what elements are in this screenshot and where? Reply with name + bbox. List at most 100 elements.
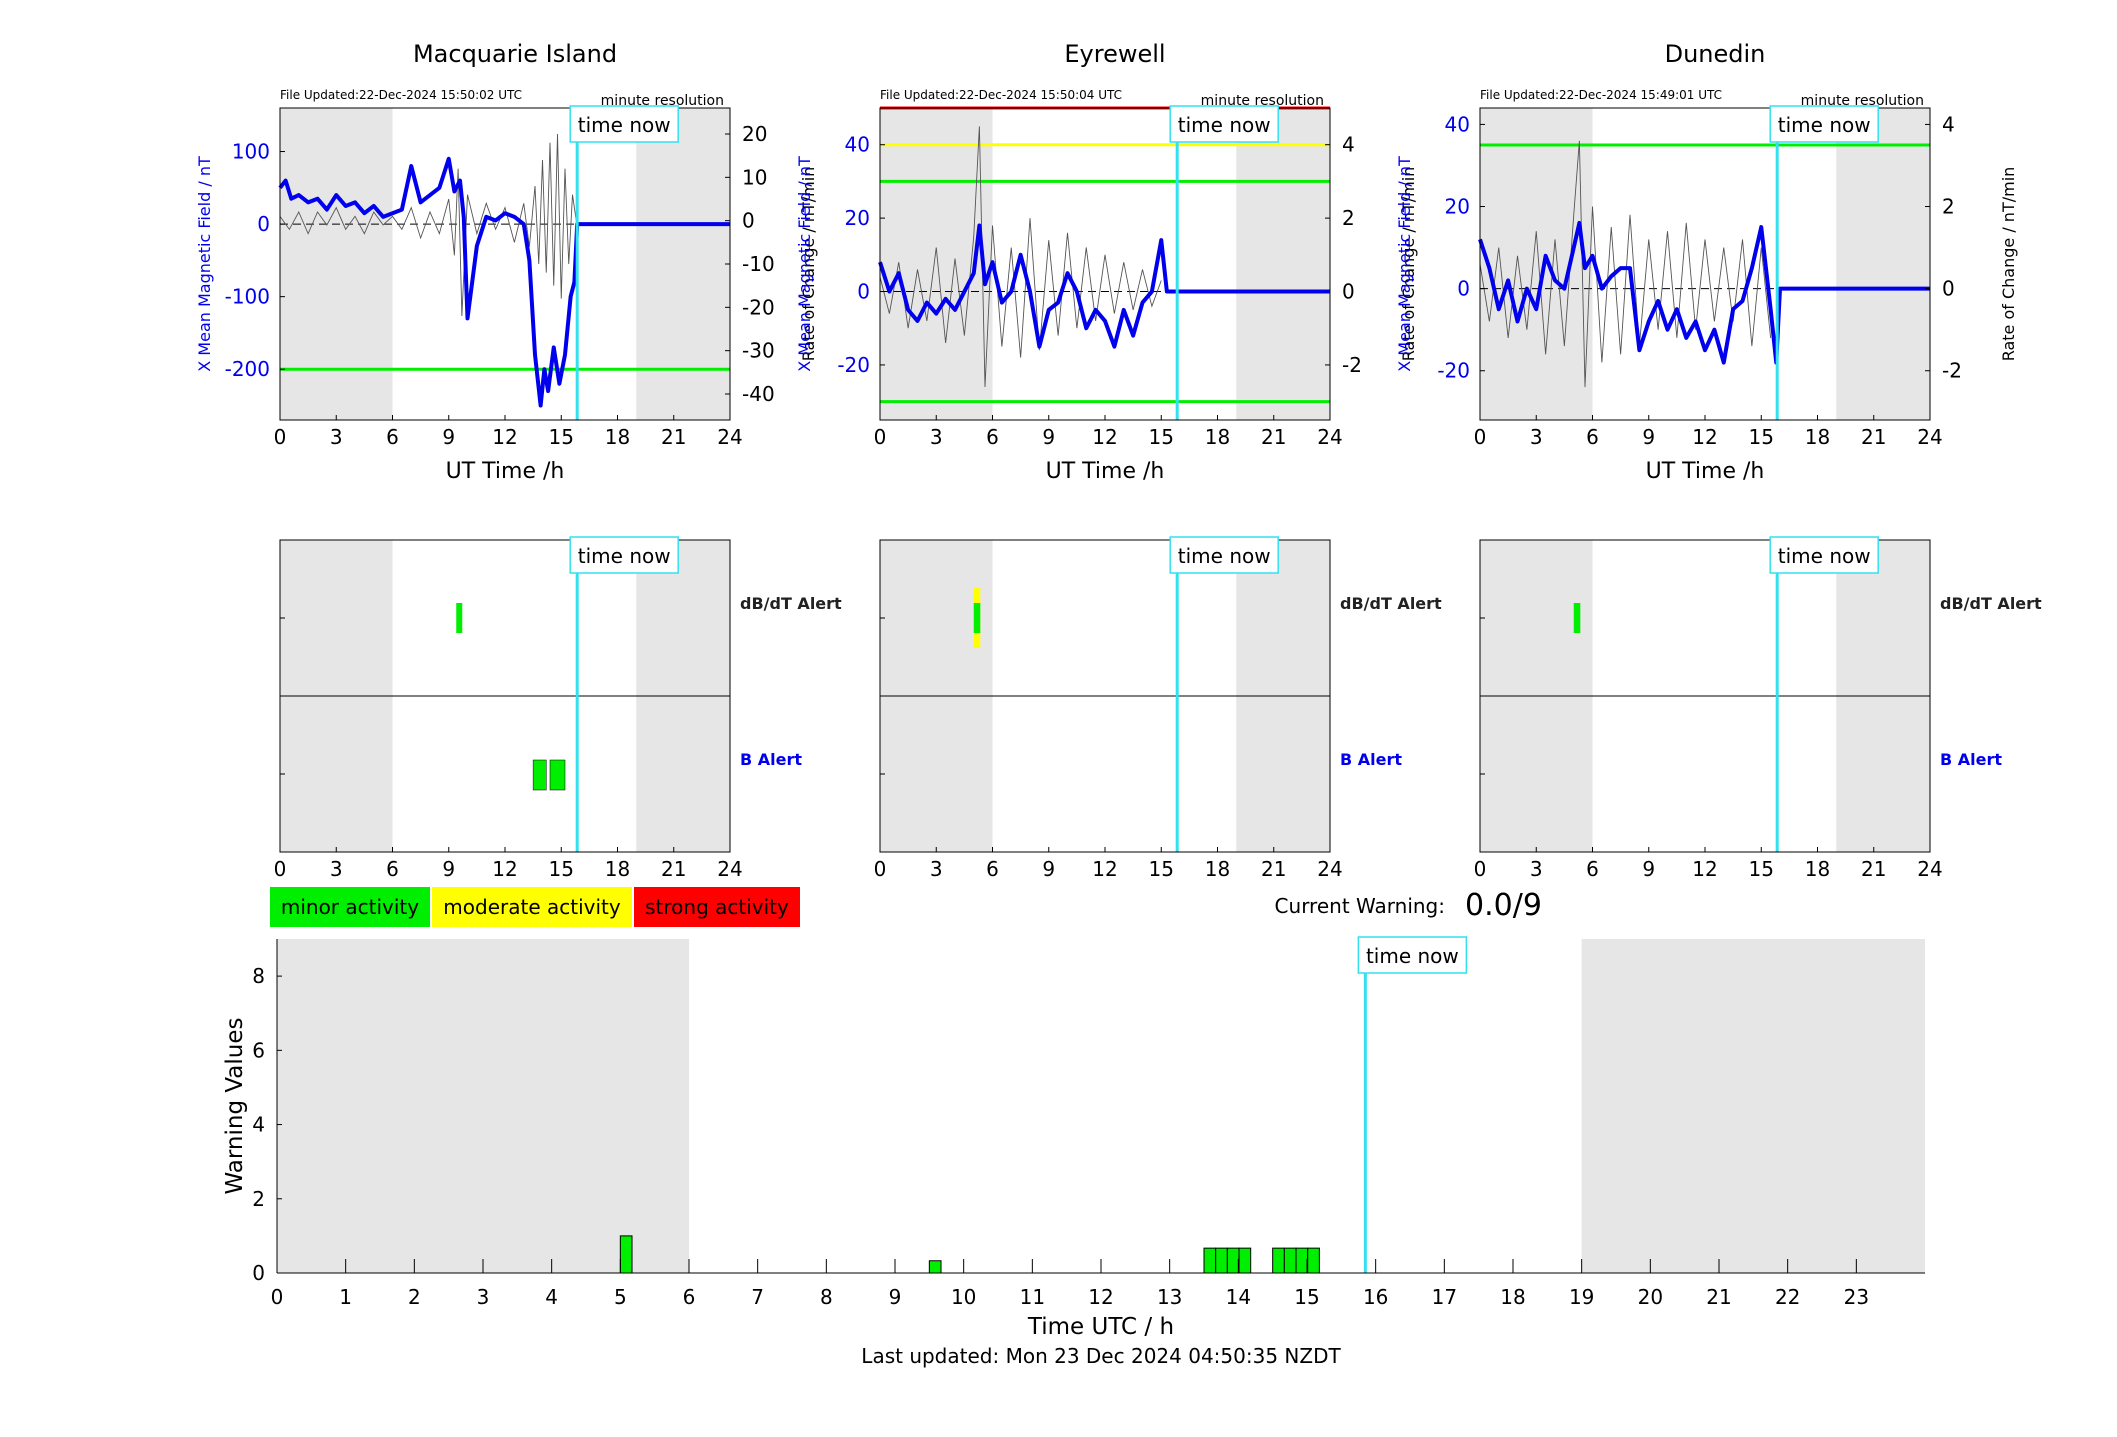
x-tick-label: 24 [1917,857,1942,881]
x-tick-label: 8 [820,1285,833,1309]
x-tick-label: 12 [1692,857,1717,881]
time-now-box [1169,536,1279,574]
legend-moderate-swatch [432,887,632,927]
y-tick-label: 2 [252,1187,265,1211]
current-warning-value: 0.0/9 [1465,888,1542,923]
x-tick-label: 15 [549,857,574,881]
station-plot-1: 0 3 6 9 12 15 18 21 24-2002040-2024EyrewellFile … [795,40,1418,484]
x-tick-label: 3 [1530,857,1543,881]
night-shading [636,108,730,420]
x-axis-label: Time UTC / h [1027,1314,1174,1340]
x-tick-label: 4 [545,1285,558,1309]
night-shading [1581,939,1925,1273]
x-tick-label: 22 [1775,1285,1800,1309]
time-now-label: time now [1366,944,1459,968]
x-tick-label: 0 [274,857,287,881]
magnetic-field-series [278,156,730,408]
alert-panel-0: 0 3 6 9 12 15 18 21 24 dB/dT Alert B Alert time now [274,536,842,881]
station-title: Dunedin [1665,40,1766,68]
x-axis-label: UT Time /h [1046,459,1165,484]
right-y-axis-label: Rate of Change / nT/min [1999,167,2018,362]
y-tick-label: -200 [225,357,270,381]
resolution-text: minute resolution [1801,93,1924,109]
x-tick-label: 21 [661,425,686,449]
time-now-label: time now [1778,544,1871,568]
station-title: Macquarie Island [413,40,617,68]
x-tick-label: 3 [477,1285,490,1309]
x-tick-label: 5 [614,1285,627,1309]
y2-tick-label: 2 [1342,206,1355,230]
x-tick-label: 15 [1749,425,1774,449]
x-tick-label: 0 [271,1285,284,1309]
alert-event-minor [456,603,463,633]
x-tick-label: 0 [1474,425,1487,449]
legend-minor-label: minor activity [281,895,419,919]
x-tick-label: 18 [1805,857,1830,881]
b-alert-label: B Alert [740,750,802,769]
file-updated-text: File Updated:22-Dec-2024 15:49:01 UTC [1480,88,1722,102]
x-tick-label: 0 [874,857,887,881]
x-tick-label: 18 [605,425,630,449]
night-shading [1480,108,1593,420]
y2-tick-label: 4 [1342,133,1355,157]
magnetic-field-series [878,223,1330,349]
x-tick-label: 7 [751,1285,764,1309]
y-tick-label: 8 [252,964,265,988]
time-now-label: time now [1778,113,1871,137]
y2-tick-label: -40 [742,382,775,406]
y2-tick-label: 0 [1342,280,1355,304]
x-tick-label: 2 [408,1285,421,1309]
x-tick-label: 0 [874,425,887,449]
x-tick-label: 3 [930,425,943,449]
x-tick-label: 18 [1805,425,1830,449]
alert-panel-1: 0 3 6 9 12 15 18 21 24 dB/dT Alert B Alert time now [874,536,1442,881]
y2-tick-label: 0 [742,209,755,233]
warning-bar [928,1260,942,1274]
time-now-box [1769,105,1879,143]
x-tick-label: 21 [1706,1285,1731,1309]
left-y-axis-label: X Mean Magnetic Field / nT [1395,156,1414,372]
warning-bar [619,1235,633,1274]
x-tick-label: 14 [1226,1285,1251,1309]
x-tick-label: 15 [1149,425,1174,449]
time-now-box [569,105,679,143]
y2-tick-label: -30 [742,339,775,363]
y-tick-label: 20 [1445,195,1470,219]
right-y-axis-label: Rate of Change / nT/min [799,167,818,362]
file-updated-text: File Updated:22-Dec-2024 15:50:02 UTC [280,88,522,102]
x-tick-label: 21 [1861,857,1886,881]
x-tick-label: 6 [986,857,999,881]
y-tick-label: 40 [845,133,870,157]
night-shading [280,108,393,420]
x-tick-label: 19 [1569,1285,1594,1309]
legend-strong-label: strong activity [645,895,789,919]
x-tick-label: 3 [930,857,943,881]
y2-tick-label: -2 [1942,359,1962,383]
x-tick-label: 6 [1586,857,1599,881]
x-tick-label: 15 [1749,857,1774,881]
x-tick-label: 24 [1317,857,1342,881]
x-tick-label: 17 [1432,1285,1457,1309]
x-tick-label: 21 [1861,425,1886,449]
right-y-axis-label: Rate of Change / nT/min [1399,167,1418,362]
dbdt-alert-label: dB/dT Alert [1340,594,1442,613]
x-tick-label: 24 [717,425,742,449]
y2-tick-label: 20 [742,122,767,146]
alert-panel-2: 0 3 6 9 12 15 18 21 24 dB/dT Alert B Alert time now [1474,536,2042,881]
x-tick-label: 9 [1642,425,1655,449]
y-tick-label: 100 [232,140,270,164]
b-alert-label: B Alert [1940,750,2002,769]
rate-of-change-series [279,133,577,317]
night-shading [1236,108,1330,420]
x-axis-label: UT Time /h [1646,459,1765,484]
x-tick-label: 20 [1638,1285,1663,1309]
time-now-label: time now [578,544,671,568]
x-tick-label: 15 [1294,1285,1319,1309]
x-tick-label: 3 [1530,425,1543,449]
time-now-box [1169,105,1279,143]
night-shading [1836,108,1930,420]
x-tick-label: 12 [492,857,517,881]
x-tick-label: 0 [1474,857,1487,881]
magnetic-field-series [1478,220,1930,365]
left-y-axis-label: X Mean Magnetic Field / nT [795,156,814,372]
